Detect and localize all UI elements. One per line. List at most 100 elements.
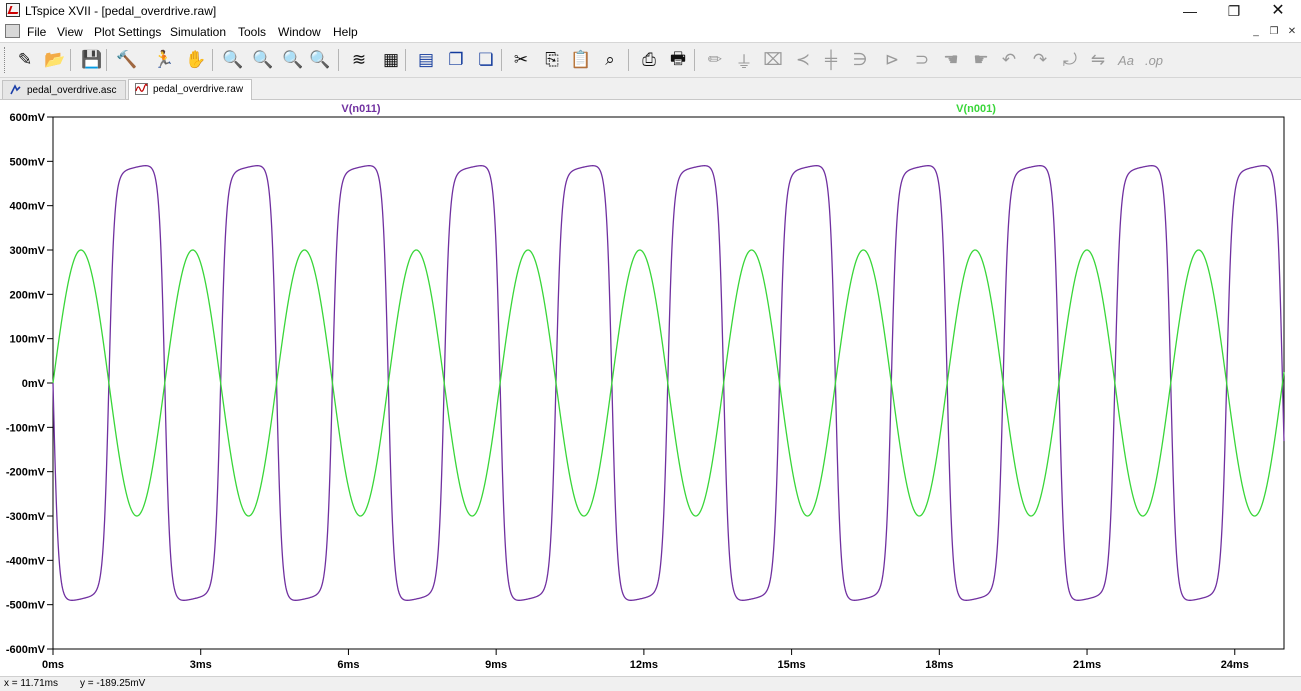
print-icon: 🖶: [669, 48, 687, 68]
drag-icon: ☛: [973, 50, 989, 69]
paste-button[interactable]: 📋: [568, 47, 594, 73]
drag-button[interactable]: ☛: [968, 47, 994, 73]
window-title: LTspice XVII - [pedal_overdrive.raw]: [25, 4, 217, 18]
toolbar-separator: [628, 49, 629, 71]
toolbar-separator: [501, 49, 502, 71]
x-tick-label: 21ms: [1073, 659, 1101, 671]
cascade-button[interactable]: ❐: [443, 47, 469, 73]
plot-frame: [52, 116, 1285, 650]
zoom-in-button[interactable]: 🔍: [220, 47, 246, 73]
text-icon: Aa: [1118, 52, 1134, 68]
menu-view[interactable]: View: [57, 25, 83, 39]
pan-icon: 🔍: [252, 50, 274, 69]
y-tick-label: -300mV: [6, 511, 46, 523]
ground-icon: ⏚: [735, 52, 753, 72]
waveform-viewer[interactable]: 600mV 500mV 400mV 300mV 200mV 100mV 0mV -100mV -…: [0, 100, 1301, 676]
component-button[interactable]: ⊃: [909, 47, 935, 73]
autorange-button[interactable]: ≋: [346, 47, 372, 73]
waveform-plot[interactable]: 600mV 500mV 400mV 300mV 200mV 100mV 0mV -100mV -…: [0, 100, 1301, 676]
tab-pedal-overdrive-asc[interactable]: pedal_overdrive.asc: [2, 80, 126, 99]
trace-v-n011: [52, 165, 1285, 601]
rotate-button[interactable]: ⤾: [1057, 47, 1083, 73]
new-schematic-button[interactable]: ✎: [12, 47, 38, 73]
x-tick-label: 3ms: [190, 659, 212, 671]
tile-horizontal-button[interactable]: ▤: [413, 47, 439, 73]
tile-vertical-button[interactable]: ❏: [473, 47, 499, 73]
trace-labels[interactable]: V(n011) V(n001): [341, 103, 996, 115]
document-icon[interactable]: [5, 24, 20, 38]
capacitor-button[interactable]: ╪: [818, 47, 844, 73]
open-folder-button[interactable]: 📂: [42, 47, 68, 73]
find-icon: ⌕: [605, 50, 615, 69]
label-net-icon: ⌧: [763, 50, 783, 69]
toolbar: ✎ 📂 💾 🔨 🏃 ✋ 🔍 🔍 🔍 🔍 ≋ ▦ ▤ ❐ ❏ ✂ ⎘ 📋 ⌕ ⎙ 🖶 ✏ ⏚ ⌧ ≺ ╪ ∋ ⊳ ⊃ ☚ ☛ ↶ ↷ ⤾ ⇋ Aa .op: [0, 42, 1301, 78]
resistor-button[interactable]: ≺: [790, 47, 816, 73]
trace-label-v-n001[interactable]: V(n001): [956, 103, 996, 115]
label-net-button[interactable]: ⌧: [760, 47, 786, 73]
mdi-minimize-button[interactable]: _: [1253, 26, 1259, 37]
rotate-icon: ⤾: [1062, 50, 1078, 69]
paste-icon: 📋: [570, 50, 592, 69]
copy-button[interactable]: ⎘: [539, 47, 565, 73]
menu-tools[interactable]: Tools: [238, 25, 267, 39]
x-axis: 0ms 3ms 6ms 9ms 12ms 15ms 18ms 21ms 24ms: [42, 649, 1249, 671]
y-tick-label: -400mV: [6, 555, 46, 567]
close-button[interactable]: ✕: [1271, 2, 1285, 19]
toolbar-separator: [212, 49, 213, 71]
minimize-button[interactable]: —: [1183, 3, 1197, 19]
menu-file[interactable]: File: [27, 25, 47, 39]
menu-plot-settings[interactable]: Plot Settings: [94, 25, 162, 39]
move-button[interactable]: ☚: [938, 47, 964, 73]
run-button[interactable]: 🏃: [151, 47, 177, 73]
spice-directive-button[interactable]: .op: [1141, 47, 1167, 73]
find-button[interactable]: ⌕: [597, 47, 623, 73]
pick-visible-button[interactable]: ▦: [378, 47, 404, 73]
mdi-restore-button[interactable]: ❐: [1269, 26, 1279, 37]
control-panel-button[interactable]: 🔨: [114, 47, 140, 73]
y-axis: 600mV 500mV 400mV 300mV 200mV 100mV 0mV -100mV -…: [6, 112, 53, 656]
toolbar-separator: [694, 49, 695, 71]
mirror-icon: ⇋: [1090, 50, 1106, 69]
x-tick-label: 12ms: [630, 659, 658, 671]
toolbar-separator: [405, 49, 406, 71]
tile-vertical-icon: ❏: [478, 50, 494, 69]
diode-button[interactable]: ⊳: [879, 47, 905, 73]
zoom-fit-button[interactable]: 🔍: [307, 47, 333, 73]
draw-wire-button[interactable]: ✏: [702, 47, 728, 73]
tab-pedal-overdrive-raw[interactable]: pedal_overdrive.raw: [128, 79, 252, 100]
menu-help[interactable]: Help: [333, 25, 358, 39]
toolbar-grip[interactable]: [4, 47, 8, 73]
zoom-out-button[interactable]: 🔍: [280, 47, 306, 73]
redo-button[interactable]: ↷: [1027, 47, 1053, 73]
halt-button[interactable]: ✋: [183, 47, 209, 73]
print-preview-button[interactable]: ⎙: [636, 47, 662, 73]
cursor-x-readout: x = 11.71ms: [4, 678, 59, 689]
undo-button[interactable]: ↶: [996, 47, 1022, 73]
ground-button[interactable]: ⏚: [731, 47, 757, 73]
pick-visible-icon: ▦: [382, 50, 400, 69]
component-icon: ⊃: [914, 50, 930, 69]
mirror-button[interactable]: ⇋: [1085, 47, 1111, 73]
menu-simulation[interactable]: Simulation: [170, 25, 227, 39]
open-folder-icon: 📂: [44, 50, 66, 69]
y-tick-label: 100mV: [10, 334, 46, 346]
pan-button[interactable]: 🔍: [250, 47, 276, 73]
trace-v-n001: [52, 249, 1285, 517]
mdi-close-button[interactable]: ✕: [1287, 26, 1297, 37]
menu-window[interactable]: Window: [278, 25, 321, 39]
autorange-icon: ≋: [351, 50, 367, 69]
run-icon: 🏃: [153, 50, 175, 69]
text-button[interactable]: Aa: [1113, 47, 1139, 73]
save-button[interactable]: 💾: [79, 47, 105, 73]
maximize-button[interactable]: ❐: [1227, 3, 1241, 19]
y-tick-label: 400mV: [10, 201, 46, 213]
ltspice-app-icon[interactable]: [6, 3, 20, 17]
print-button[interactable]: 🖶: [665, 47, 691, 73]
resistor-icon: ≺: [795, 50, 811, 69]
cut-button[interactable]: ✂: [508, 47, 534, 73]
inductor-button[interactable]: ∋: [847, 47, 873, 73]
x-tick-label: 18ms: [925, 659, 953, 671]
zoom-in-icon: 🔍: [222, 50, 244, 69]
toolbar-separator: [338, 49, 339, 71]
trace-label-v-n011[interactable]: V(n011): [341, 103, 380, 115]
